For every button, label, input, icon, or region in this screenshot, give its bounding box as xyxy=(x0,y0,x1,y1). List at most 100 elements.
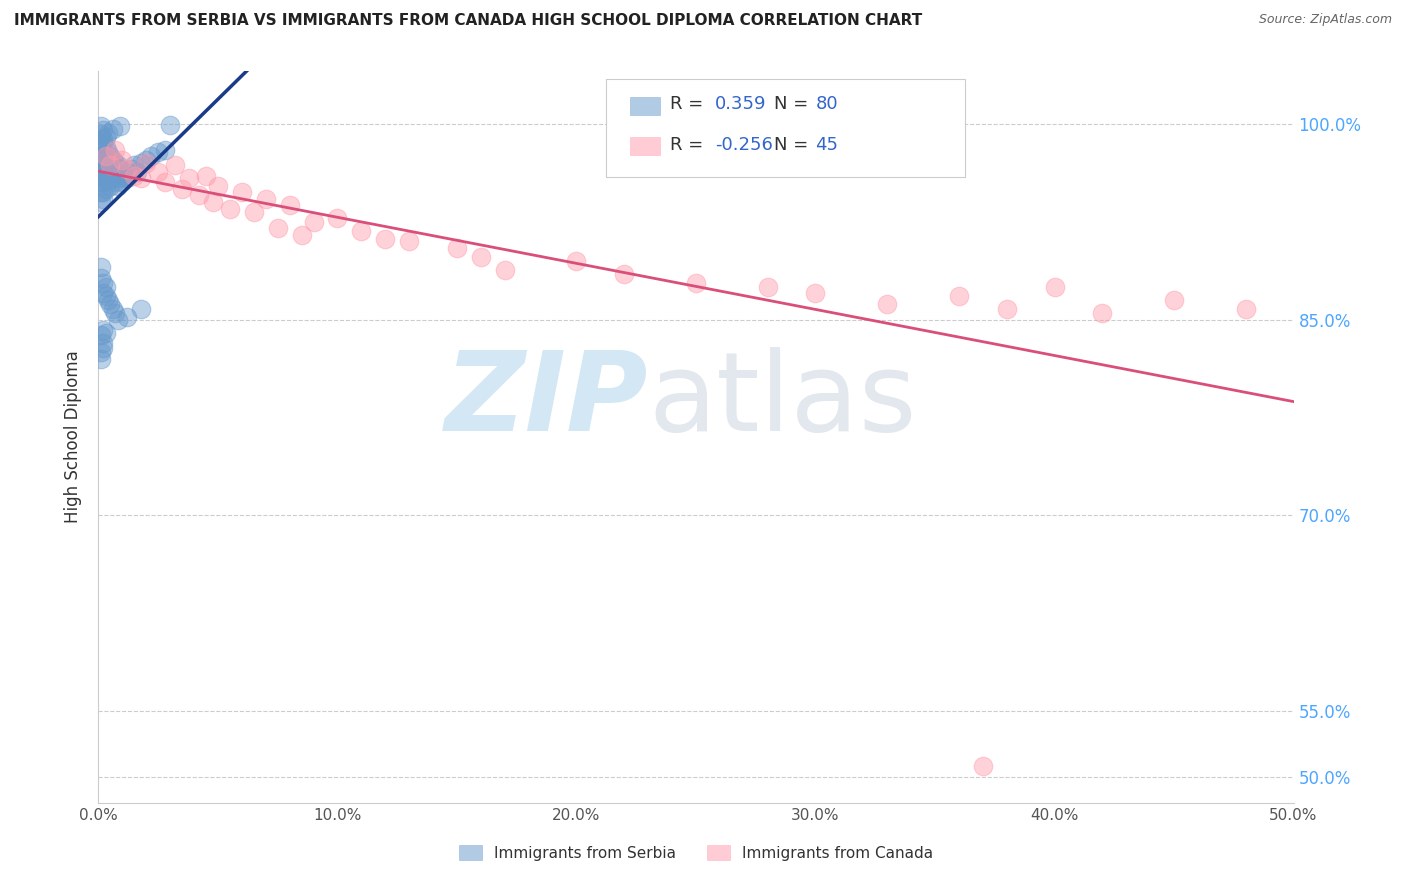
Point xyxy=(565,253,588,268)
Text: 45: 45 xyxy=(815,136,838,153)
Point xyxy=(243,205,266,219)
Point xyxy=(98,158,122,172)
Point xyxy=(135,153,157,168)
Point xyxy=(254,193,277,207)
Point xyxy=(108,120,131,134)
Point xyxy=(107,312,129,326)
Point xyxy=(124,169,146,183)
Point xyxy=(101,302,124,317)
Point xyxy=(90,136,112,151)
Point xyxy=(91,123,114,137)
Point xyxy=(91,193,114,207)
Point xyxy=(291,227,314,242)
Point xyxy=(115,171,138,186)
Point xyxy=(948,289,970,303)
Point xyxy=(98,297,122,311)
Point xyxy=(91,185,114,199)
Point xyxy=(121,162,143,177)
Text: ZIP: ZIP xyxy=(444,347,648,454)
Point xyxy=(90,351,112,366)
Point xyxy=(131,156,153,170)
Point xyxy=(90,185,112,199)
Point xyxy=(876,297,898,311)
Point xyxy=(91,286,114,301)
Point xyxy=(90,120,112,134)
Point xyxy=(995,302,1018,317)
Text: N =: N = xyxy=(773,136,814,153)
Text: R =: R = xyxy=(669,95,709,113)
Point xyxy=(131,302,153,317)
Point xyxy=(1163,293,1185,307)
Point xyxy=(90,328,112,343)
Point xyxy=(685,276,707,290)
Point xyxy=(94,129,117,144)
Point xyxy=(135,156,157,170)
Point xyxy=(207,179,229,194)
Point xyxy=(115,162,138,177)
Point xyxy=(91,132,114,146)
Point xyxy=(107,158,129,172)
Point xyxy=(111,153,134,168)
Point xyxy=(104,156,127,170)
Point xyxy=(101,153,124,168)
Point xyxy=(98,179,122,194)
Point xyxy=(398,234,420,248)
Point xyxy=(131,171,153,186)
Point xyxy=(163,158,186,172)
Point xyxy=(91,145,114,160)
Point xyxy=(101,171,124,186)
Point xyxy=(94,326,117,340)
Point xyxy=(202,194,225,209)
Point xyxy=(159,118,181,132)
Point xyxy=(94,149,117,163)
Point xyxy=(97,126,120,140)
Point xyxy=(97,145,120,160)
Point xyxy=(91,175,114,189)
Point xyxy=(1091,306,1114,320)
Point xyxy=(97,165,120,179)
Point xyxy=(187,188,209,202)
Point xyxy=(756,280,779,294)
Point xyxy=(98,158,122,172)
Point xyxy=(278,197,301,211)
Point xyxy=(231,185,253,199)
Point xyxy=(219,202,242,216)
Point xyxy=(98,149,122,163)
Point xyxy=(139,149,162,163)
Point xyxy=(104,165,127,179)
Point xyxy=(613,267,636,281)
Point xyxy=(118,166,141,180)
Point xyxy=(97,293,120,307)
Point xyxy=(101,162,124,177)
Point xyxy=(90,127,112,141)
Point xyxy=(104,175,127,189)
Point xyxy=(124,158,146,172)
Point xyxy=(90,345,112,359)
Point xyxy=(101,121,124,136)
Point xyxy=(94,182,117,196)
Point xyxy=(446,241,468,255)
Point xyxy=(94,171,117,186)
Text: R =: R = xyxy=(669,136,709,153)
Point xyxy=(804,286,827,301)
Point xyxy=(148,145,170,160)
Point xyxy=(90,158,112,172)
Text: -0.256: -0.256 xyxy=(716,136,773,153)
Text: 80: 80 xyxy=(815,95,838,113)
Text: 0.359: 0.359 xyxy=(716,95,766,113)
Point xyxy=(155,143,177,157)
Point xyxy=(90,260,112,275)
Point xyxy=(97,174,120,188)
Point xyxy=(195,169,218,183)
Point xyxy=(90,194,112,209)
Point xyxy=(148,165,170,179)
Point xyxy=(111,165,134,179)
Text: Source: ZipAtlas.com: Source: ZipAtlas.com xyxy=(1258,13,1392,27)
Point xyxy=(125,165,148,179)
Point xyxy=(91,323,114,337)
Point xyxy=(90,175,112,189)
Point xyxy=(94,140,117,154)
Point xyxy=(179,171,201,186)
Point xyxy=(108,162,131,177)
Point xyxy=(267,221,290,235)
